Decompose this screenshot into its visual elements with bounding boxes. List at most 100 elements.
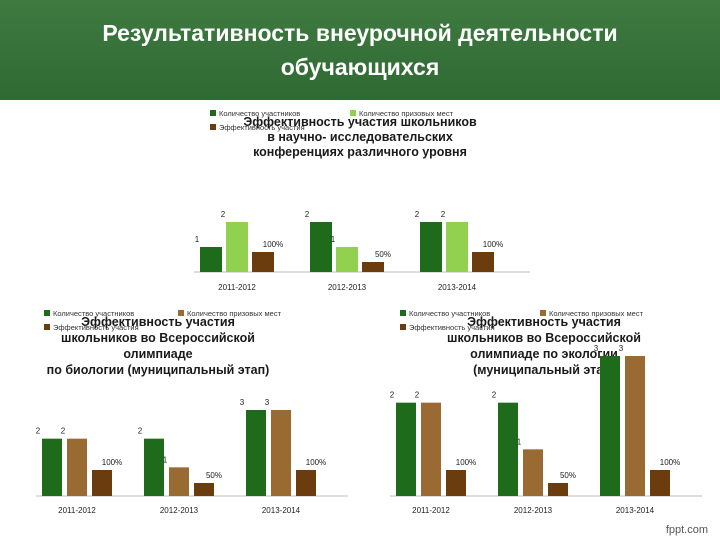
data-label-3-series-3: 100% bbox=[483, 240, 503, 249]
bar-1-series-2 bbox=[67, 438, 87, 496]
chart-title-line-2: школьников во Всероссийской bbox=[61, 331, 255, 345]
chart-ecology-olympiad: Количество участников Количество призовых… bbox=[390, 309, 702, 515]
bar-1-series-3 bbox=[92, 470, 112, 496]
data-label-1-series-1: 2 bbox=[390, 391, 395, 400]
bar-2-series-3 bbox=[194, 483, 214, 496]
data-label-3-series-1: 2 bbox=[415, 210, 420, 219]
legend-label-2: Количество призовых мест bbox=[359, 109, 454, 118]
chart-title-line-3: олимпиаде по экологии bbox=[470, 347, 618, 361]
bar-2-series-3 bbox=[548, 483, 568, 496]
legend-swatch-3 bbox=[210, 124, 216, 130]
x-tick-label-1: 2011-2012 bbox=[412, 506, 450, 515]
legend-label-3: Эффективность участия bbox=[219, 123, 305, 132]
data-label-3-series-3: 100% bbox=[660, 458, 680, 467]
bar-2-series-3 bbox=[362, 262, 384, 272]
data-label-1-series-2: 2 bbox=[61, 427, 66, 436]
bar-1-series-2 bbox=[421, 402, 441, 496]
bar-2-series-2 bbox=[169, 467, 189, 496]
legend-label-3: Эффективность участия bbox=[53, 323, 139, 332]
chart-title-line-1: Эффективность участия школьников bbox=[243, 115, 477, 129]
data-label-2-series-3: 50% bbox=[375, 250, 391, 259]
legend-label-1: Количество участников bbox=[219, 109, 300, 118]
chart-title-line-2: школьников во Всероссийской bbox=[447, 331, 641, 345]
bar-3-series-3 bbox=[472, 252, 494, 272]
legend-swatch-2 bbox=[350, 110, 356, 116]
bar-2-series-1 bbox=[498, 402, 518, 496]
chart-title-line-1: Эффективность участия bbox=[467, 315, 621, 329]
bar-3-series-1 bbox=[246, 410, 266, 496]
bar-1-series-1 bbox=[396, 402, 416, 496]
data-label-2-series-1: 2 bbox=[138, 427, 143, 436]
bar-3-series-3 bbox=[296, 470, 316, 496]
bar-1-series-1 bbox=[42, 438, 62, 496]
x-tick-label-3: 2013-2014 bbox=[438, 283, 477, 292]
chart-title-line-2: в научно- исследовательских bbox=[267, 130, 453, 144]
chart-title-line-4: по биологии (муниципальный этап) bbox=[47, 363, 270, 377]
bar-3-series-2 bbox=[625, 356, 645, 496]
data-label-2-series-2: 1 bbox=[517, 437, 522, 446]
data-label-2-series-1: 2 bbox=[492, 391, 497, 400]
bar-1-series-1 bbox=[200, 247, 222, 272]
data-label-3-series-1: 3 bbox=[594, 344, 599, 353]
data-label-3-series-2: 3 bbox=[619, 344, 624, 353]
legend-swatch-1 bbox=[44, 310, 50, 316]
bar-3-series-2 bbox=[446, 222, 468, 272]
chart-title-line-1: Эффективность участия bbox=[81, 315, 235, 329]
bar-3-series-2 bbox=[271, 410, 291, 496]
legend-label-1: Количество участников bbox=[53, 309, 134, 318]
bar-2-series-1 bbox=[144, 438, 164, 496]
slide-title-line-2: обучающихся bbox=[280, 54, 440, 80]
chart-biology-olympiad: Количество участников Количество призовых… bbox=[36, 309, 348, 515]
legend-label-2: Количество призовых мест bbox=[549, 309, 644, 318]
bar-3-series-1 bbox=[420, 222, 442, 272]
legend-swatch-2 bbox=[178, 310, 184, 316]
bar-1-series-3 bbox=[252, 252, 274, 272]
legend-swatch-2 bbox=[540, 310, 546, 316]
data-label-1-series-2: 2 bbox=[415, 391, 420, 400]
x-tick-label-1: 2011-2012 bbox=[218, 283, 256, 292]
title-bar: Результативность внеурочной деятельности… bbox=[0, 0, 720, 100]
data-label-1-series-3: 100% bbox=[102, 458, 122, 467]
x-tick-label-2: 2012-2013 bbox=[514, 506, 553, 515]
data-label-3-series-2: 3 bbox=[265, 398, 270, 407]
chart-title-line-3: олимпиаде bbox=[123, 347, 192, 361]
chart-title-line-4: (муниципальный этап) bbox=[473, 363, 615, 377]
slide-title-line-1: Результативность внеурочной деятельности bbox=[102, 20, 618, 46]
x-tick-label-1: 2011-2012 bbox=[58, 506, 96, 515]
bar-1-series-3 bbox=[446, 470, 466, 496]
bar-3-series-3 bbox=[650, 470, 670, 496]
x-tick-label-3: 2013-2014 bbox=[616, 506, 655, 515]
legend-label-3: Эффективность участия bbox=[409, 323, 495, 332]
chart-conferences: Количество участников Количество призовых… bbox=[194, 109, 530, 292]
bar-1-series-2 bbox=[226, 222, 248, 272]
bar-2-series-2 bbox=[336, 247, 358, 272]
legend-swatch-3 bbox=[400, 324, 406, 330]
legend-swatch-1 bbox=[210, 110, 216, 116]
bar-2-series-1 bbox=[310, 222, 332, 272]
data-label-2-series-3: 50% bbox=[206, 471, 222, 480]
slide-title: Результативность внеурочной деятельности… bbox=[20, 16, 700, 84]
legend-label-1: Количество участников bbox=[409, 309, 490, 318]
data-label-1-series-3: 100% bbox=[263, 240, 283, 249]
data-label-2-series-2: 1 bbox=[331, 235, 336, 244]
data-label-1-series-3: 100% bbox=[456, 458, 476, 467]
data-label-3-series-3: 100% bbox=[306, 458, 326, 467]
bar-3-series-1 bbox=[600, 356, 620, 496]
x-tick-label-2: 2012-2013 bbox=[328, 283, 367, 292]
data-label-2-series-1: 2 bbox=[305, 210, 310, 219]
data-label-3-series-1: 3 bbox=[240, 398, 245, 407]
data-label-2-series-3: 50% bbox=[560, 471, 576, 480]
x-tick-label-2: 2012-2013 bbox=[160, 506, 199, 515]
data-label-3-series-2: 2 bbox=[441, 210, 446, 219]
data-label-1-series-2: 2 bbox=[221, 210, 226, 219]
footer-brand: fppt.com bbox=[665, 524, 708, 536]
bar-2-series-2 bbox=[523, 449, 543, 496]
chart-title-line-3: конференциях различного уровня bbox=[253, 145, 467, 159]
data-label-2-series-2: 1 bbox=[163, 455, 168, 464]
x-tick-label-3: 2013-2014 bbox=[262, 506, 301, 515]
legend-swatch-3 bbox=[44, 324, 50, 330]
data-label-1-series-1: 2 bbox=[36, 427, 41, 436]
legend-label-2: Количество призовых мест bbox=[187, 309, 282, 318]
legend-swatch-1 bbox=[400, 310, 406, 316]
data-label-1-series-1: 1 bbox=[195, 235, 200, 244]
